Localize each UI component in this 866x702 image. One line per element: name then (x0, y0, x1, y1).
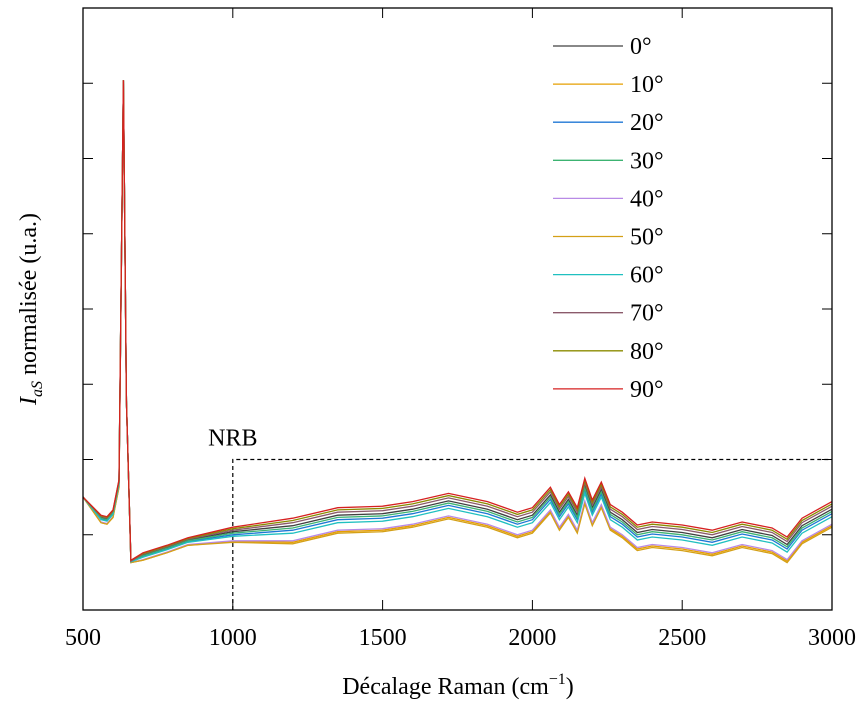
y-label-rest: normalisée (u.a.) (16, 213, 42, 381)
legend-label: 0° (630, 34, 652, 60)
legend-label: 20° (630, 110, 664, 136)
legend-label: 30° (630, 148, 664, 174)
series-line (82, 80, 833, 563)
legend-label: 10° (630, 72, 664, 98)
series-line (82, 80, 833, 563)
x-tick-label: 500 (65, 625, 101, 651)
x-tick-label: 3000 (808, 625, 856, 651)
x-tick-label: 1500 (359, 625, 407, 651)
x-label-end: ) (566, 674, 574, 700)
x-label-main: Décalage Raman (cm (342, 674, 549, 700)
nrb-box (232, 458, 832, 610)
plot-frame (82, 7, 833, 611)
series-line (82, 80, 833, 563)
annotation: NRB (208, 426, 257, 452)
legend-label: 90° (630, 377, 664, 403)
x-axis-label: Décalage Raman (cm−1) (342, 671, 574, 700)
series-line (82, 80, 833, 563)
legend-label: 50° (630, 225, 664, 251)
series-line (82, 80, 833, 564)
legend-label: 70° (630, 301, 664, 327)
y-label-i: I (16, 396, 42, 406)
x-tick-label: 2000 (508, 625, 556, 651)
y-label-sub: aS (29, 381, 46, 397)
x-label-sup: −1 (549, 671, 566, 688)
x-tick-label: 1000 (209, 625, 257, 651)
x-tick-label: 2500 (658, 625, 706, 651)
legend-label: 60° (630, 263, 664, 289)
series-line (82, 80, 833, 563)
legend-label: 40° (630, 186, 664, 212)
series-line (82, 80, 833, 562)
legend-label: 80° (630, 339, 664, 365)
series-line (82, 80, 833, 564)
series-line (82, 80, 833, 564)
y-axis-label: IaS normalisée (u.a.) (16, 213, 46, 406)
series-line (82, 80, 833, 562)
